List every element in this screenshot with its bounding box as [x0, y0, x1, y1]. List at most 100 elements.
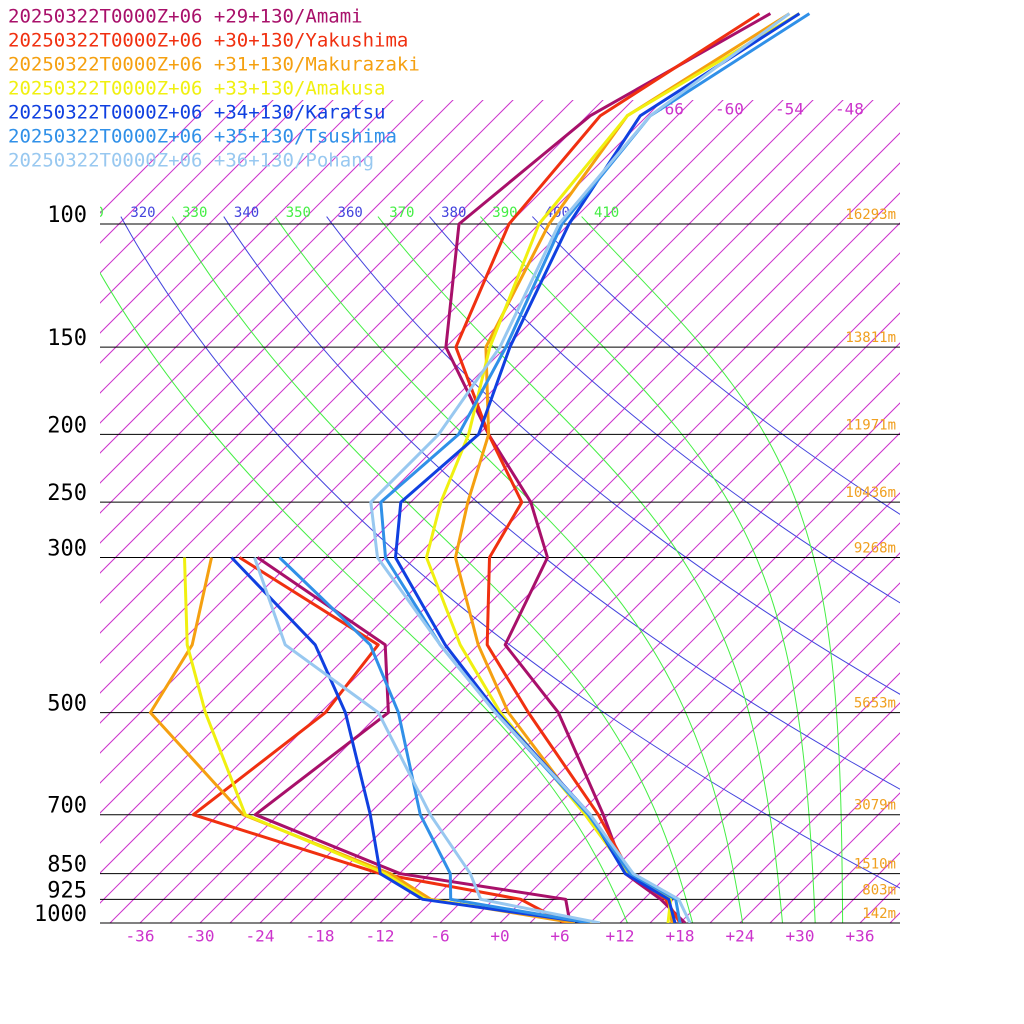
x-tick-label: -24	[246, 927, 275, 946]
pressure-label: 200	[47, 413, 87, 438]
height-label: 3079m	[854, 798, 896, 814]
dry-adiabat-label: 320	[130, 205, 155, 221]
moist-adiabat	[100, 272, 628, 923]
isotherm	[100, 100, 754, 754]
pressure-label: 925	[47, 878, 87, 903]
isotherm	[709, 732, 900, 923]
isotherm	[649, 672, 900, 923]
isotherm	[259, 282, 900, 923]
isotherm	[100, 100, 574, 574]
pressure-label: 850	[47, 853, 87, 878]
x-tick-label: +12	[606, 927, 635, 946]
moist-adiabat-label: 370	[389, 205, 414, 221]
isotherm	[100, 100, 514, 514]
isotherm	[100, 100, 484, 484]
dewpoint-line	[253, 557, 601, 923]
x-tick-label: +18	[666, 927, 695, 946]
moist-adiabat-label: 310	[79, 205, 104, 221]
dry-adiabat-label: 360	[338, 205, 363, 221]
legend-entry: 20250322T0000Z+06 +36+130/Pohang	[8, 150, 374, 172]
height-label: 803m	[862, 882, 896, 898]
temperature-line	[425, 12, 801, 923]
isotherm	[499, 522, 900, 923]
isotherm	[349, 372, 900, 923]
pressure-label: 700	[47, 794, 87, 819]
isotherm	[439, 462, 900, 923]
profiles	[148, 12, 811, 923]
isotherm-label: -60	[715, 100, 744, 119]
legend-entry: 20250322T0000Z+06 +29+130/Amami	[8, 6, 363, 28]
x-tick-label: +0	[490, 927, 509, 946]
x-tick-label: -36	[126, 927, 155, 946]
isotherm	[169, 192, 900, 923]
isotherm	[409, 432, 900, 923]
isotherm	[100, 100, 664, 664]
x-tick-label: -18	[306, 927, 335, 946]
x-tick-label: +6	[550, 927, 569, 946]
height-label: 16293m	[845, 207, 896, 223]
isotherm	[100, 100, 724, 724]
isotherm	[379, 402, 900, 923]
x-tick-label: +24	[726, 927, 755, 946]
height-label: 9268m	[854, 541, 896, 557]
height-label: 1510m	[854, 857, 896, 873]
x-tick-label: -12	[366, 927, 395, 946]
moist-adiabat-label: 330	[182, 205, 207, 221]
pressure-label: 250	[47, 481, 87, 506]
moist-adiabat	[377, 216, 783, 923]
isotherm	[739, 762, 900, 923]
isotherm	[559, 582, 900, 923]
isotherm-label: -54	[775, 100, 804, 119]
temperature-line	[369, 12, 791, 923]
dry-adiabat	[326, 216, 900, 695]
isotherm	[100, 100, 544, 544]
isotherm	[229, 252, 900, 923]
pressure-label: 500	[47, 692, 87, 717]
isotherm	[319, 342, 900, 923]
moist-adiabat	[274, 216, 744, 923]
moist-adiabat	[480, 216, 816, 923]
dry-adiabat	[120, 216, 900, 889]
x-tick-label: +30	[786, 927, 815, 946]
dewpoint-line	[278, 556, 591, 923]
legend-entry: 20250322T0000Z+06 +34+130/Karatsu	[8, 102, 386, 124]
isotherm	[589, 612, 900, 923]
height-label: 142m	[862, 906, 896, 922]
pressure-label: 150	[47, 326, 87, 351]
moist-adiabat-label: 350	[286, 205, 311, 221]
moist-adiabat	[581, 216, 844, 923]
isotherm	[619, 642, 900, 923]
legend-entry: 20250322T0000Z+06 +31+130/Makurazaki	[8, 54, 420, 76]
dewpoint-line	[191, 556, 566, 923]
dry-adiabat	[223, 216, 900, 790]
dewpoint-line	[230, 556, 591, 923]
isotherm-label: -66	[655, 100, 684, 119]
isotherm	[100, 100, 844, 844]
isotherm	[100, 100, 634, 634]
legend-entry: 20250322T0000Z+06 +35+130/Tsushima	[8, 126, 397, 148]
dry-adiabat	[531, 216, 900, 515]
isotherm	[469, 492, 900, 923]
height-label: 5653m	[854, 696, 896, 712]
isotherm	[100, 100, 814, 814]
isotherm	[100, 100, 694, 694]
height-label: 11971m	[845, 417, 896, 433]
height-label: 13811m	[845, 330, 896, 346]
isotherm	[679, 702, 900, 923]
isotherm	[100, 100, 454, 454]
isotherm	[100, 100, 424, 424]
moist-adiabat	[171, 216, 694, 923]
moist-adiabat-label: 390	[492, 205, 517, 221]
temperature-line	[394, 12, 801, 923]
pressure-label: 300	[47, 537, 87, 562]
dewpoint-line	[253, 556, 572, 923]
legend-entry: 20250322T0000Z+06 +33+130/Amakusa	[8, 78, 386, 100]
background-lines	[100, 100, 900, 923]
pressure-label: 1000	[34, 902, 87, 927]
legend: 20250322T0000Z+06 +29+130/Amami20250322T…	[8, 6, 420, 172]
legend-entry: 20250322T0000Z+06 +30+130/Yakushima	[8, 30, 408, 52]
isotherm	[100, 102, 900, 904]
x-tick-label: -30	[186, 927, 215, 946]
